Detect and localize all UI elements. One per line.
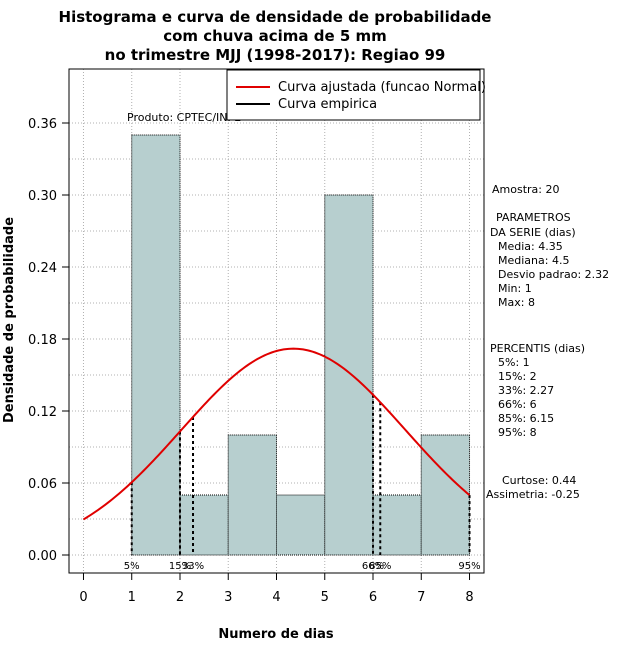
stats-percentil-85: 85%: 6.15 <box>498 412 554 425</box>
x-tick-label-0: 0 <box>79 590 87 605</box>
chart-title-line-1: Histograma e curva de densidade de proba… <box>59 8 492 26</box>
histogram-bars <box>131 134 471 556</box>
y-tick-label-4: 0.24 <box>28 261 57 276</box>
percentile-lines: 5% 15%33% 66%85% 95% <box>124 394 481 572</box>
x-tick-label-5: 5 <box>321 590 329 605</box>
stats-amostra: Amostra: 20 <box>492 183 559 196</box>
histogram-bar-2 <box>227 434 277 556</box>
stats-percentil-95: 95%: 8 <box>498 426 537 439</box>
stats-percentil-66: 66%: 6 <box>498 398 537 411</box>
normal-fit-curve <box>82 347 471 521</box>
histogram-bar-3 <box>276 494 326 556</box>
x-tick-label-7: 7 <box>417 590 425 605</box>
stats-panel: Amostra: 20 PARAMETROS DA SERIE (dias) M… <box>486 183 609 501</box>
y-tick-label-1: 0.06 <box>28 477 57 492</box>
y-tick-label-3: 0.18 <box>28 333 57 348</box>
chart-title-line-2: com chuva acima de 5 mm <box>163 27 387 45</box>
percentile-label-0: 5% <box>124 561 140 572</box>
stats-percentil-5: 5%: 1 <box>498 356 530 369</box>
histogram-bar-4 <box>324 194 374 556</box>
percentile-label-2: 33% <box>182 561 204 572</box>
x-axis-title: Numero de dias <box>218 627 334 642</box>
stats-params-title-2: DA SERIE (dias) <box>490 226 576 239</box>
histogram-bar-6 <box>420 434 471 556</box>
stats-percentil-33: 33%: 2.27 <box>498 384 554 397</box>
stats-param-media: Media: 4.35 <box>498 240 563 253</box>
curves <box>82 347 471 521</box>
legend-box <box>226 69 481 121</box>
chart-title-line-3: no trimestre MJJ (1998-2017): Regiao 99 <box>105 46 446 64</box>
stats-param-min: Min: 1 <box>498 282 532 295</box>
stats-param-mediana: Mediana: 4.5 <box>498 254 569 267</box>
stats-param-max: Max: 8 <box>498 296 535 309</box>
y-axis-title: Densidade de probabilidade <box>2 217 17 423</box>
x-tick-label-4: 4 <box>272 590 280 605</box>
product-label: Produto: CPTEC/INPE <box>127 111 241 124</box>
stats-assimetria: Assimetria: -0.25 <box>486 488 580 501</box>
histogram-bar-1 <box>179 494 229 556</box>
stats-param-desvio: Desvio padrao: 2.32 <box>498 268 609 281</box>
legend-label-empirical: Curva empirica <box>278 97 377 112</box>
legend: Curva ajustada (funcao Normal) Curva emp… <box>226 69 486 121</box>
stats-curtose: Curtose: 0.44 <box>502 474 576 487</box>
axes: 0 1 2 3 4 5 6 7 8 0.00 0.06 0.12 0.18 0.24 0.30 0.36 <box>28 68 485 605</box>
y-tick-label-6: 0.36 <box>28 117 57 132</box>
x-tick-label-2: 2 <box>176 590 184 605</box>
percentile-label-4: 85% <box>369 561 391 572</box>
percentile-label-3: 66% <box>362 561 384 572</box>
stats-percentil-15: 15%: 2 <box>498 370 537 383</box>
percentile-label-1: 15% <box>169 561 191 572</box>
stats-percentis-title: PERCENTIS (dias) <box>490 342 585 355</box>
x-tick-label-1: 1 <box>128 590 136 605</box>
stats-params-title-1: PARAMETROS <box>496 211 571 224</box>
y-tick-label-0: 0.00 <box>28 549 57 564</box>
legend-label-normal: Curva ajustada (funcao Normal) <box>278 80 486 95</box>
histogram-bar-0 <box>131 134 181 556</box>
x-tick-label-8: 8 <box>465 590 473 605</box>
percentile-label-5: 95% <box>458 561 480 572</box>
y-tick-label-2: 0.12 <box>28 405 57 420</box>
x-tick-label-6: 6 <box>369 590 377 605</box>
y-tick-label-5: 0.30 <box>28 189 57 204</box>
x-tick-label-3: 3 <box>224 590 232 605</box>
